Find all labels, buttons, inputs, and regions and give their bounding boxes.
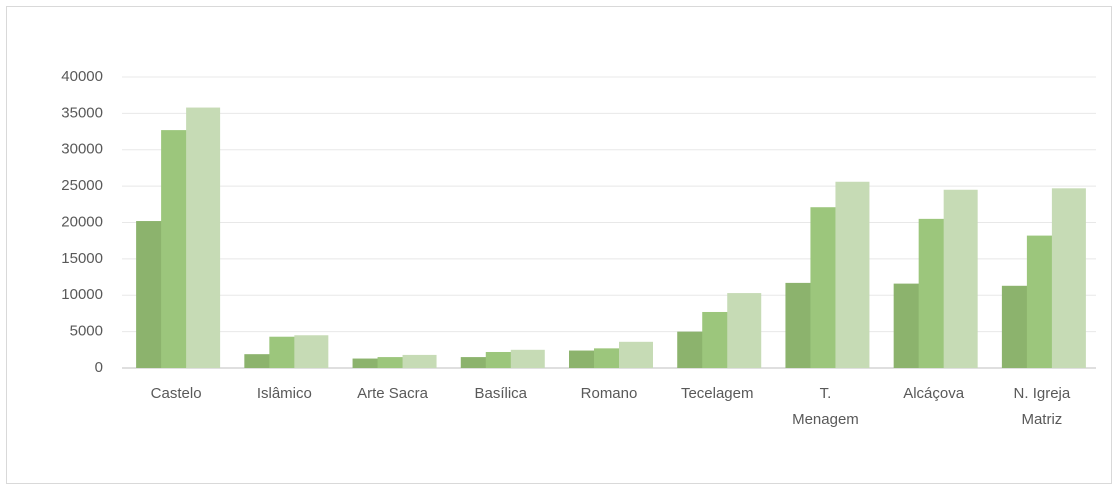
bar: [186, 107, 221, 369]
x-tick-label: Arte Sacra: [357, 385, 429, 402]
y-tick-label: 40000: [61, 68, 103, 85]
bar: [1051, 188, 1086, 368]
x-tick-label: Matriz: [1021, 411, 1062, 428]
y-tick-label: 10000: [61, 286, 103, 303]
bar: [835, 181, 870, 368]
bar: [460, 357, 495, 368]
x-tick-label: T.: [820, 385, 832, 402]
bar: [619, 341, 653, 368]
bar: [727, 293, 762, 368]
x-tick-label: Romano: [581, 385, 638, 402]
x-tick-label: Alcáçova: [903, 385, 965, 402]
bar: [943, 189, 978, 368]
bar: [377, 357, 412, 368]
bar: [402, 354, 437, 368]
y-tick-label: 35000: [61, 104, 103, 121]
bar: [352, 358, 387, 368]
bar: [294, 335, 329, 368]
x-tick-label: Islâmico: [257, 385, 312, 402]
x-tick-label: N. Igreja: [1014, 385, 1071, 402]
y-tick-label: 5000: [70, 323, 103, 340]
y-tick-label: 25000: [61, 177, 103, 194]
bar: [510, 349, 545, 368]
y-tick-label: 15000: [61, 250, 103, 267]
y-tick-label: 20000: [61, 213, 103, 230]
x-tick-label: Castelo: [151, 385, 202, 402]
x-tick-label: Basílica: [475, 385, 528, 402]
y-tick-label: 30000: [61, 141, 103, 158]
x-tick-label: Tecelagem: [681, 385, 754, 402]
y-tick-label: 0: [95, 359, 103, 376]
x-tick-label: Menagem: [792, 411, 859, 428]
